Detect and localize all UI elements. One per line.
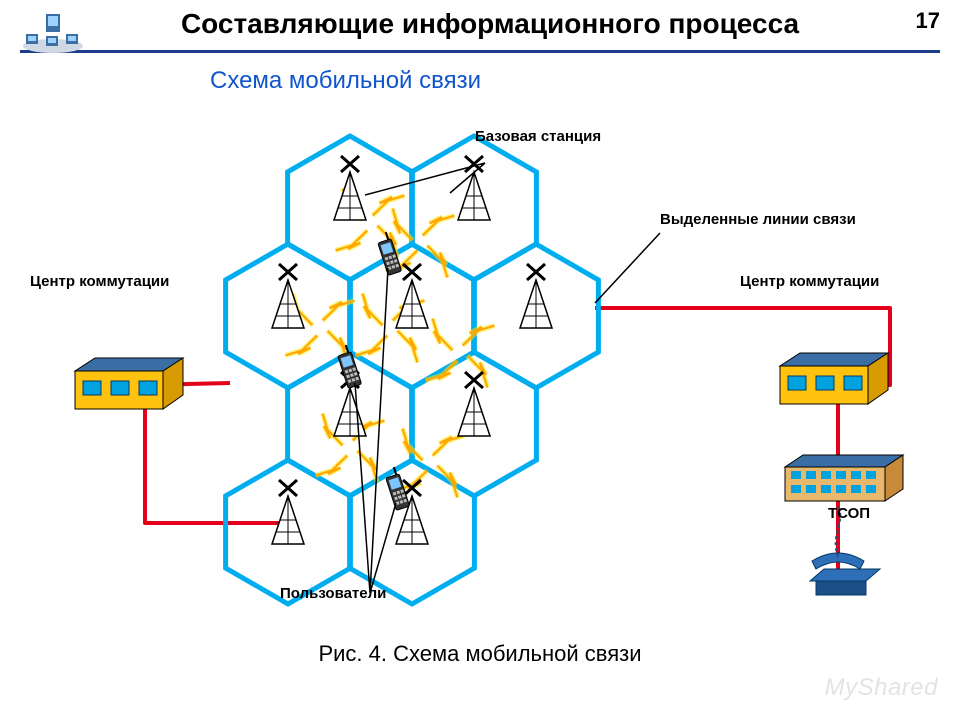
page-number: 17	[916, 8, 940, 34]
label-pstn: ТСОП	[828, 505, 870, 522]
figure-caption: Рис. 4. Схема мобильной связи	[0, 641, 960, 667]
label-switching-center-left: Центр коммутации	[30, 273, 169, 290]
diagram: Базовая станция Выделенные линии связи Ц…	[20, 103, 940, 633]
label-base-station: Базовая станция	[475, 128, 601, 145]
logo-icon	[18, 6, 88, 56]
page-title: Составляющие информационного процесса	[20, 8, 940, 40]
watermark: MyShared	[825, 674, 938, 702]
header-divider	[20, 50, 940, 53]
label-dedicated-lines: Выделенные линии связи	[660, 211, 856, 228]
label-users: Пользователи	[280, 585, 386, 602]
label-switching-center-right: Центр коммутации	[740, 273, 879, 290]
subtitle: Схема мобильной связи	[210, 67, 960, 95]
